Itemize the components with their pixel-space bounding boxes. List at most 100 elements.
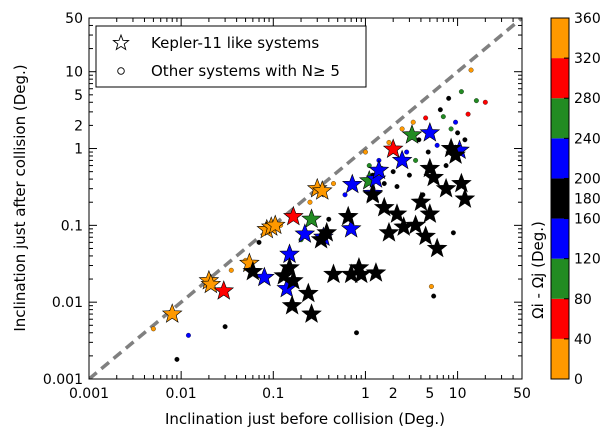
other-system-point — [386, 139, 392, 145]
colorbar-label: Ωi - Ωj (Deg.) — [529, 221, 547, 319]
colorbar-tick-label: 280 — [574, 91, 601, 107]
other-system-point — [437, 107, 443, 113]
plot-frame — [88, 17, 523, 380]
other-system-point — [423, 115, 429, 121]
other-system-point — [406, 172, 412, 178]
kepler11-star-point — [378, 221, 400, 242]
other-system-point — [462, 137, 468, 143]
kepler11-star-point — [281, 294, 303, 315]
other-system-point — [453, 119, 458, 125]
other-system-point — [256, 239, 262, 245]
other-system-point — [465, 111, 471, 117]
colorbar-tick-label: 200 — [574, 171, 601, 187]
y-tick-label: 0.01 — [52, 295, 83, 311]
ticks-layer — [88, 17, 523, 380]
y-tick-label: 1 — [74, 142, 83, 158]
kepler11-star-point — [362, 183, 384, 204]
other-system-point — [468, 67, 474, 73]
other-system-point — [150, 326, 156, 332]
other-system-point — [443, 163, 449, 169]
y-tick-label: 50 — [65, 11, 83, 27]
other-system-point — [362, 149, 368, 155]
other-system-point — [410, 119, 416, 125]
other-system-point — [428, 284, 434, 289]
kepler11-star-point — [405, 214, 426, 235]
other-system-point — [482, 99, 488, 105]
colorbar-tick-label: 180 — [574, 192, 601, 208]
kepler11-star-point — [242, 260, 264, 281]
x-tick-label: 50 — [513, 386, 531, 402]
other-system-point — [222, 324, 228, 330]
kepler11-star-point — [423, 166, 444, 187]
kepler11-star-point — [298, 282, 319, 303]
kepler11-star-point — [435, 177, 457, 198]
other-system-point — [399, 126, 405, 132]
other-system-point — [174, 356, 180, 362]
kepler11-star-point — [283, 269, 304, 290]
x-tick-label: 0.01 — [166, 386, 197, 402]
colorbar-segment — [551, 138, 569, 179]
legend-box — [95, 25, 367, 88]
other-system-point — [366, 163, 372, 169]
kepler11-star-point — [283, 205, 304, 226]
kepler11-star-point — [239, 252, 260, 273]
kepler11-star-point — [279, 256, 300, 277]
colorbar-segment — [551, 58, 569, 99]
kepler11-star-point — [368, 159, 390, 180]
colorbar-tick-label: 80 — [574, 292, 592, 308]
colorbar-segment — [551, 338, 569, 379]
other-system-point — [446, 95, 452, 101]
x-tick-label: 1 — [361, 386, 370, 402]
kepler11-star-point — [419, 121, 441, 142]
colorbar-segment — [551, 218, 569, 259]
x-tick-label: 0.1 — [262, 386, 284, 402]
kepler11-star-point — [200, 273, 222, 294]
legend-circle-icon — [117, 67, 125, 75]
kepler11-star-point — [316, 221, 338, 242]
colorbar-tick-label: 40 — [574, 332, 592, 348]
kepler11-star-point — [264, 214, 286, 235]
other-system-point — [404, 149, 410, 155]
y-tick-label: 10 — [65, 65, 83, 81]
reference-line-layer — [89, 18, 522, 379]
kepler11-star-point — [301, 303, 322, 323]
kepler11-star-point — [426, 237, 448, 258]
legend: Kepler-11 like systems Other systems wit… — [95, 25, 367, 88]
kepler11-star-point — [445, 144, 466, 164]
x-axis-label: Inclination just before collision (Deg.) — [165, 410, 445, 428]
legend-star-icon — [112, 33, 130, 51]
kepler11-star-point — [454, 188, 476, 208]
kepler11-star-point — [213, 280, 235, 300]
y-tick-label: 0.1 — [61, 218, 83, 234]
kepler11-star-point — [301, 208, 322, 229]
colorbar-segment — [551, 98, 569, 139]
other-system-point — [394, 184, 400, 189]
y-tick-label: 0.001 — [43, 372, 83, 388]
colorbar-tick-label: 240 — [574, 131, 601, 147]
colorbar-segment — [551, 18, 569, 59]
colorbar-tick-label: 0 — [574, 372, 583, 388]
kepler11-star-point — [410, 191, 432, 212]
legend-label-other: Other systems with N≥ 5 — [151, 62, 340, 80]
other-system-point — [342, 192, 348, 198]
x-tick-label: 5 — [425, 386, 434, 402]
x-tick-label: 10 — [449, 386, 467, 402]
other-system-point — [228, 267, 234, 273]
kepler11-star-point — [419, 157, 441, 178]
kepler11-star-point — [337, 205, 359, 226]
legend-circle-marker — [117, 67, 125, 75]
kepler11-star-point — [161, 303, 183, 323]
kepler11-star-point — [311, 180, 333, 200]
colorbar — [550, 17, 570, 380]
y-tick-label: 5 — [74, 88, 83, 104]
x-tick-label: 0.001 — [69, 386, 109, 402]
other-system-point — [326, 216, 332, 222]
colorbar-tick-label: 120 — [574, 252, 601, 268]
colorbar-segment — [551, 178, 569, 219]
y-axis-label: Inclination just after collision (Deg.) — [11, 64, 29, 331]
other-system-point — [448, 126, 454, 132]
other-system-point — [331, 181, 336, 187]
kepler11-star-point — [365, 262, 387, 282]
kepler11-star-point — [340, 218, 362, 238]
colorbar-tick-label: 360 — [574, 11, 601, 27]
